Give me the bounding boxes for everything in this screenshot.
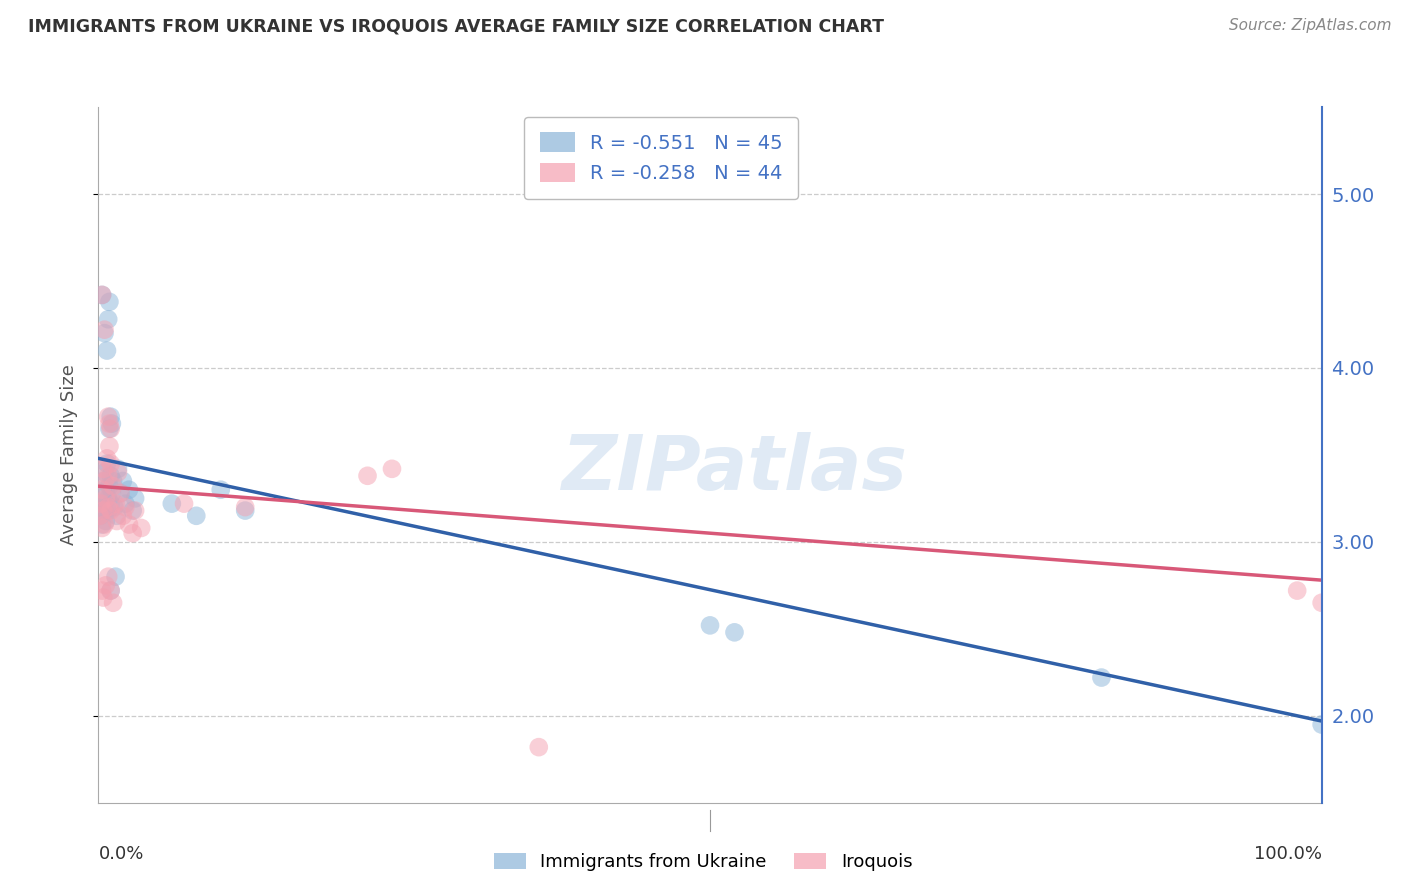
Point <box>1310 596 1333 610</box>
Point <box>101 479 124 493</box>
Point <box>699 618 721 632</box>
Point <box>527 740 550 755</box>
Point <box>96 457 118 471</box>
Point <box>107 462 129 476</box>
Point <box>91 288 114 302</box>
Point <box>100 457 122 471</box>
Point <box>100 583 122 598</box>
Point <box>91 288 114 302</box>
Point <box>114 497 136 511</box>
Point <box>91 517 114 532</box>
Text: 100.0%: 100.0% <box>1254 845 1322 863</box>
Point <box>97 491 120 506</box>
Point <box>105 514 128 528</box>
Point <box>381 462 404 476</box>
Point <box>96 343 118 358</box>
Point <box>356 468 378 483</box>
Point <box>93 474 115 488</box>
Legend: Immigrants from Ukraine, Iroquois: Immigrants from Ukraine, Iroquois <box>486 846 920 879</box>
Point <box>93 326 115 341</box>
Point <box>91 462 114 476</box>
Point <box>91 503 114 517</box>
Point <box>97 503 120 517</box>
Point <box>91 483 114 497</box>
Point <box>173 497 195 511</box>
Point <box>94 578 117 592</box>
Point <box>101 596 124 610</box>
Point <box>1310 717 1333 731</box>
Point <box>121 503 143 517</box>
Point <box>160 497 183 511</box>
Point <box>186 508 208 523</box>
Point <box>91 474 114 488</box>
Point <box>233 503 256 517</box>
Point <box>118 483 141 497</box>
Legend: R = -0.551   N = 45, R = -0.258   N = 44: R = -0.551 N = 45, R = -0.258 N = 44 <box>524 117 799 199</box>
Text: IMMIGRANTS FROM UKRAINE VS IROQUOIS AVERAGE FAMILY SIZE CORRELATION CHART: IMMIGRANTS FROM UKRAINE VS IROQUOIS AVER… <box>28 18 884 36</box>
Point <box>1286 583 1309 598</box>
Point <box>233 500 256 514</box>
Point <box>124 491 146 506</box>
Point <box>104 497 127 511</box>
Point <box>100 409 122 424</box>
Point <box>94 514 117 528</box>
Text: 0.0%: 0.0% <box>98 845 143 863</box>
Point <box>110 486 132 500</box>
Point <box>97 409 120 424</box>
Point <box>98 417 121 431</box>
Point <box>98 439 121 453</box>
Text: ZIPatlas: ZIPatlas <box>561 432 907 506</box>
Point <box>101 474 124 488</box>
Point <box>93 466 115 480</box>
Point <box>91 486 114 500</box>
Point <box>209 483 232 497</box>
Point <box>90 497 112 511</box>
Point <box>100 468 122 483</box>
Point <box>100 422 122 436</box>
Point <box>101 417 124 431</box>
Point <box>89 500 111 514</box>
Point <box>90 508 112 523</box>
Point <box>91 583 114 598</box>
Point <box>97 570 120 584</box>
Point <box>121 526 143 541</box>
Point <box>129 521 152 535</box>
Point <box>97 500 120 514</box>
Point <box>97 312 120 326</box>
Point <box>98 294 121 309</box>
Point <box>100 583 122 598</box>
Point <box>107 466 129 480</box>
Point <box>111 474 134 488</box>
Point <box>91 497 114 511</box>
Point <box>94 483 117 497</box>
Point <box>1090 671 1112 685</box>
Point <box>100 503 122 517</box>
Point <box>93 503 115 517</box>
Point <box>89 508 111 523</box>
Point <box>91 521 114 535</box>
Point <box>114 500 136 514</box>
Point <box>97 468 120 483</box>
Point <box>104 570 127 584</box>
Point <box>105 508 128 523</box>
Point <box>101 486 124 500</box>
Point <box>111 508 134 523</box>
Y-axis label: Average Family Size: Average Family Size <box>59 365 77 545</box>
Point <box>98 479 121 493</box>
Point <box>93 517 115 532</box>
Point <box>124 503 146 517</box>
Point <box>91 591 114 605</box>
Point <box>103 500 125 514</box>
Point <box>98 422 121 436</box>
Point <box>94 491 117 506</box>
Point <box>723 625 745 640</box>
Point <box>96 451 118 466</box>
Point <box>93 323 115 337</box>
Text: Source: ZipAtlas.com: Source: ZipAtlas.com <box>1229 18 1392 33</box>
Point <box>100 497 122 511</box>
Point <box>110 486 132 500</box>
Point <box>118 517 141 532</box>
